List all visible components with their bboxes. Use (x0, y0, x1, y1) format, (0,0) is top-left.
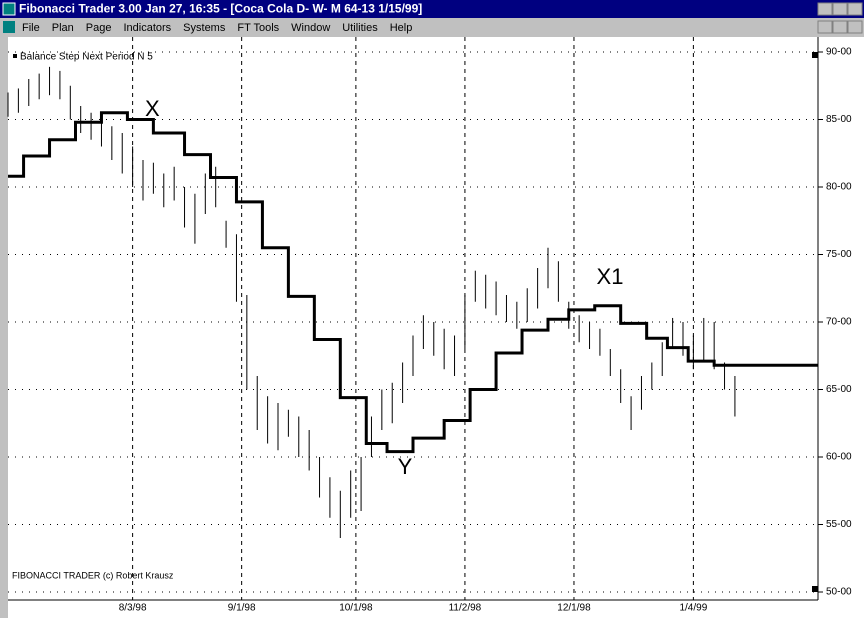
x-tick-label: 10/1/98 (339, 603, 373, 614)
x-tick-label: 8/3/98 (119, 603, 147, 614)
scroll-marker (812, 52, 818, 58)
annotation: X1 (597, 264, 624, 289)
menu-item[interactable]: Utilities (342, 22, 378, 34)
close-button[interactable] (847, 2, 863, 16)
child-restore-button[interactable] (832, 20, 848, 34)
window-controls (817, 2, 863, 34)
child-minimize-button[interactable] (817, 20, 833, 34)
minimize-button[interactable] (817, 2, 833, 16)
menu-bar: File Plan Page Indicators Systems FT Tools Win… (22, 22, 412, 34)
annotation: Y (398, 454, 413, 479)
scroll-marker (812, 586, 818, 592)
child-icon[interactable] (3, 21, 15, 33)
legend-entry: Balance Step Next Period N 5 (20, 52, 153, 63)
maximize-button[interactable] (832, 2, 848, 16)
annotation: X (145, 96, 160, 121)
y-tick-label: 85-00 (826, 114, 852, 125)
menu-item[interactable]: File (22, 22, 40, 34)
menu-item[interactable]: FT Tools (237, 22, 279, 34)
menu-item[interactable]: Help (390, 22, 413, 34)
menu-item[interactable]: Window (291, 22, 330, 34)
menu-item[interactable]: Page (86, 22, 112, 34)
x-tick-label: 9/1/98 (228, 603, 256, 614)
y-tick-label: 90-00 (826, 47, 852, 58)
x-tick-label: 12/1/98 (557, 603, 591, 614)
title-bar (0, 0, 864, 18)
menu-item[interactable]: Systems (183, 22, 226, 34)
child-close-button[interactable] (847, 20, 863, 34)
y-tick-label: 75-00 (826, 249, 852, 260)
y-tick-label: 55-00 (826, 519, 852, 530)
app-icon[interactable] (2, 2, 16, 16)
y-tick-label: 50-00 (826, 587, 852, 598)
y-tick-label: 65-00 (826, 384, 852, 395)
x-tick-label: 1/4/99 (679, 603, 707, 614)
y-tick-label: 70-00 (826, 317, 852, 328)
chart-panel (8, 37, 864, 618)
y-tick-label: 80-00 (826, 182, 852, 193)
menu-item[interactable]: Plan (52, 22, 74, 34)
plot: 50-00 55-00 60-00 65-00 70-00 75-00 80-00 85-00… (7, 37, 852, 614)
x-tick-label: 11/2/98 (449, 603, 482, 614)
legend-swatch (13, 54, 17, 58)
footer: FIBONACCI TRADER (c) Robert Krausz (12, 570, 174, 580)
menu-item[interactable]: Indicators (123, 22, 171, 34)
y-tick-label: 60-00 (826, 452, 852, 463)
window-title: Fibonacci Trader 3.00 Jan 27, 16:35 - [C… (19, 2, 422, 16)
step-line (8, 111, 818, 454)
